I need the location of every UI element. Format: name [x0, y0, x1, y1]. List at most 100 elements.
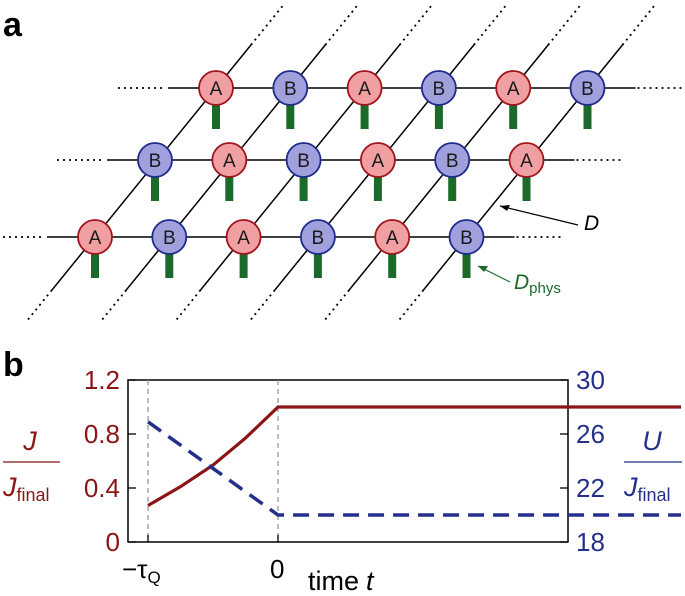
series-j-ramp	[147, 405, 681, 507]
physical-leg	[388, 252, 397, 278]
physical-leg	[373, 175, 382, 201]
physical-leg	[522, 175, 531, 201]
tensor-node-label: A	[386, 228, 399, 249]
physical-dimension-annotation: Dphys	[477, 265, 561, 297]
tensor-node-a	[346, 70, 383, 106]
tensor-node-label: A	[372, 151, 385, 172]
physical-leg	[286, 103, 295, 129]
bond-continuation	[398, 4, 433, 46]
tensor-node-b	[285, 142, 322, 178]
tensor-node-label: B	[446, 151, 459, 172]
tensor-node-label: B	[284, 79, 297, 100]
tensor-node-label: B	[433, 79, 446, 100]
tensor-node-a	[495, 70, 532, 106]
bond-continuation	[173, 289, 202, 323]
left-axis-ticks: 0 0.4 0.8 1.2	[84, 365, 136, 557]
right-tick-label: 30	[576, 365, 605, 395]
tensor-node-b	[434, 142, 471, 178]
bond-continuation	[396, 289, 425, 323]
tensor-node-label: B	[149, 151, 162, 172]
physical-dimension-sub: phys	[529, 280, 561, 297]
panel-b-label: b	[3, 346, 24, 384]
x-axis-label-text: time	[308, 566, 359, 596]
physical-leg	[462, 252, 471, 278]
left-den-main: J	[2, 472, 17, 502]
bond-continuation	[621, 4, 656, 46]
tensor-node-label: A	[237, 228, 250, 249]
tensor-node-b	[448, 219, 485, 255]
panel-a-label: a	[3, 6, 23, 44]
x-tick-tau-sub: Q	[147, 568, 160, 587]
bond-continuation	[248, 289, 276, 323]
x-tick-minus-tauq: −τQ	[122, 554, 161, 587]
right-axis-numerator: U	[642, 426, 662, 456]
physical-leg	[212, 103, 220, 129]
tensor-node-label: A	[507, 79, 520, 100]
tensor-node-label: B	[163, 228, 176, 249]
tensor-node-label: B	[297, 151, 310, 172]
tensor-node-label: A	[520, 151, 533, 172]
tensor-node-b	[569, 70, 606, 106]
tensor-node-a	[359, 142, 396, 178]
x-axis-label-var: t	[366, 566, 375, 596]
left-tick-label: 0	[106, 527, 120, 557]
physical-leg	[434, 103, 443, 129]
physical-leg	[165, 252, 174, 278]
bond-dimension-label: D	[584, 212, 599, 235]
bond-dimension-annotation: D	[499, 205, 599, 235]
bond-pointer-arrowhead	[500, 205, 510, 211]
tensor-node-label: B	[581, 79, 594, 100]
tensor-node-label: A	[358, 79, 371, 100]
physical-leg	[360, 103, 369, 129]
left-axis-denominator: Jfinal	[2, 472, 50, 505]
tensor-node-label: A	[89, 228, 102, 249]
bond-continuation	[473, 4, 508, 46]
right-den-main: J	[623, 472, 638, 502]
x-tick-zero: 0	[270, 554, 284, 584]
physical-leg	[151, 175, 159, 201]
bond-continuation	[25, 289, 53, 323]
bond-continuation	[99, 289, 127, 323]
left-axis-label: J Jfinal	[2, 426, 60, 505]
physical-leg	[225, 175, 234, 201]
tensor-node-a	[225, 219, 262, 255]
left-den-sub: final	[17, 485, 50, 505]
physical-dimension-main: D	[514, 271, 529, 294]
physical-leg	[299, 175, 308, 201]
chart-series	[146, 405, 681, 517]
left-axis-numerator: J	[22, 426, 37, 456]
tensor-network-lattice: A B A B A B B A B A B A A B A B A B	[0, 4, 685, 323]
physical-dimension-label: Dphys	[514, 271, 561, 297]
tensor-node-b	[151, 219, 188, 255]
physical-leg	[239, 252, 248, 278]
chart-frame	[127, 379, 569, 543]
series-u-ramp	[146, 420, 681, 517]
physical-leg	[583, 103, 592, 129]
tensor-node-b	[137, 142, 173, 178]
x-tick-tau: −τ	[122, 554, 148, 584]
right-tick-label: 26	[576, 419, 605, 449]
right-axis-ticks: 18 22 26 30	[147, 365, 605, 557]
right-axis-label: U Jfinal	[623, 426, 682, 505]
tensor-node-a	[77, 219, 113, 255]
left-tick-label: 0.4	[84, 473, 120, 503]
tensor-node-a	[374, 219, 411, 255]
physical-leg	[448, 175, 457, 201]
phys-pointer-arrowhead	[478, 266, 488, 272]
right-axis-denominator: Jfinal	[623, 472, 671, 505]
tensor-node-a	[198, 70, 234, 106]
right-tick-label: 22	[576, 473, 605, 503]
right-den-sub: final	[638, 485, 671, 505]
tensor-node-b	[299, 219, 336, 255]
tensor-node-a	[211, 142, 248, 178]
tensor-node-label: A	[210, 79, 223, 100]
x-axis-label: time t	[308, 566, 375, 596]
tensor-node-b	[272, 70, 309, 106]
left-tick-label: 0.8	[84, 419, 120, 449]
physical-leg	[313, 252, 322, 278]
tensor-node-b	[420, 70, 457, 106]
physical-leg	[509, 103, 518, 129]
left-tick-label: 1.2	[84, 365, 120, 395]
tensor-node-label: A	[223, 151, 236, 172]
